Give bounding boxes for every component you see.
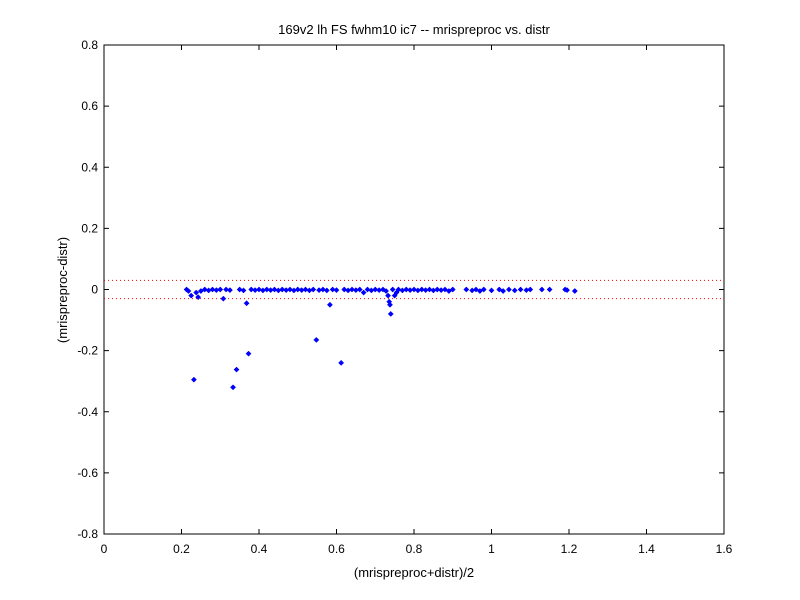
data-point bbox=[356, 286, 363, 293]
data-point bbox=[220, 295, 227, 302]
data-point bbox=[527, 286, 534, 293]
x-tick-label: 1 bbox=[488, 542, 495, 556]
data-point bbox=[511, 287, 518, 294]
data-point bbox=[209, 286, 216, 293]
data-point bbox=[488, 287, 495, 294]
data-point bbox=[236, 286, 243, 293]
data-point bbox=[263, 286, 270, 293]
data-point bbox=[271, 286, 278, 293]
x-tick-label: 1.4 bbox=[638, 542, 655, 556]
data-point bbox=[201, 286, 208, 293]
data-point bbox=[230, 384, 236, 391]
y-axis-label: (mrispreproc-distr) bbox=[55, 237, 70, 343]
y-tick-label: -0.6 bbox=[77, 466, 98, 480]
data-point bbox=[360, 289, 367, 296]
data-point bbox=[188, 292, 195, 299]
data-point bbox=[245, 350, 252, 357]
data-point bbox=[349, 286, 355, 293]
data-point bbox=[294, 286, 301, 293]
y-tick-label: 0 bbox=[91, 283, 98, 297]
data-point bbox=[217, 286, 224, 293]
data-point bbox=[538, 286, 545, 293]
data-point bbox=[364, 286, 371, 293]
x-tick-label: 0.6 bbox=[328, 542, 345, 556]
data-point bbox=[546, 286, 553, 293]
data-point bbox=[338, 359, 345, 366]
data-point bbox=[395, 286, 402, 293]
data-point bbox=[313, 336, 320, 343]
data-point bbox=[310, 286, 317, 293]
data-point bbox=[248, 286, 255, 293]
y-tick-label: 0.4 bbox=[81, 160, 98, 174]
y-tick-label: 0.2 bbox=[81, 221, 98, 235]
data-point bbox=[383, 288, 390, 294]
y-tick-label: -0.4 bbox=[77, 405, 98, 419]
x-tick-label: 1.6 bbox=[716, 542, 733, 556]
data-point bbox=[256, 286, 262, 293]
data-point bbox=[385, 292, 391, 299]
data-point bbox=[505, 286, 512, 293]
data-point bbox=[449, 286, 456, 293]
data-point bbox=[226, 287, 233, 294]
data-point bbox=[223, 286, 230, 293]
x-tick-label: 1.2 bbox=[561, 542, 578, 556]
data-point bbox=[323, 287, 330, 294]
data-point bbox=[193, 289, 200, 296]
data-point bbox=[387, 310, 394, 317]
data-point bbox=[319, 286, 326, 293]
data-point bbox=[341, 286, 348, 293]
x-tick-label: 0 bbox=[101, 542, 108, 556]
data-point bbox=[185, 288, 192, 294]
data-point bbox=[233, 366, 240, 373]
data-point bbox=[403, 286, 410, 293]
data-point bbox=[564, 287, 571, 294]
data-point bbox=[372, 286, 379, 293]
data-point bbox=[190, 376, 197, 383]
x-axis-label: (mrispreproc+distr)/2 bbox=[354, 565, 474, 580]
x-tick-label: 0.4 bbox=[251, 542, 268, 556]
data-point bbox=[243, 300, 250, 307]
data-point bbox=[500, 288, 507, 294]
data-point bbox=[426, 286, 433, 293]
x-tick-label: 0.8 bbox=[406, 542, 423, 556]
data-point bbox=[329, 286, 336, 293]
data-point bbox=[333, 287, 340, 294]
chart-title: 169v2 lh FS fwhm10 ic7 -- mrispreproc vs… bbox=[278, 22, 550, 37]
x-tick-label: 0.2 bbox=[173, 542, 190, 556]
plot-area: 0 0.2 0.4 0.6 0.8 1 1.2 1.4 1.6 -0.8 -0.6 -0.4 -0.2 0… bbox=[77, 38, 732, 556]
data-point bbox=[480, 286, 487, 293]
data-point bbox=[195, 294, 202, 301]
data-point bbox=[240, 287, 247, 294]
data-point bbox=[463, 286, 470, 293]
data-point bbox=[387, 301, 393, 308]
y-tick-label: 0.8 bbox=[81, 38, 98, 52]
y-tick-label: 0.6 bbox=[81, 99, 98, 113]
data-point bbox=[302, 286, 309, 293]
y-tick-label: -0.8 bbox=[77, 527, 98, 541]
data-point bbox=[326, 301, 333, 308]
data-point bbox=[571, 288, 578, 294]
data-point bbox=[279, 286, 286, 293]
data-point bbox=[389, 286, 396, 293]
data-point bbox=[434, 286, 441, 293]
data-point bbox=[287, 286, 293, 293]
data-point bbox=[411, 286, 417, 293]
y-tick-label: -0.2 bbox=[77, 344, 98, 358]
data-point bbox=[418, 286, 425, 293]
data-point bbox=[517, 286, 524, 293]
